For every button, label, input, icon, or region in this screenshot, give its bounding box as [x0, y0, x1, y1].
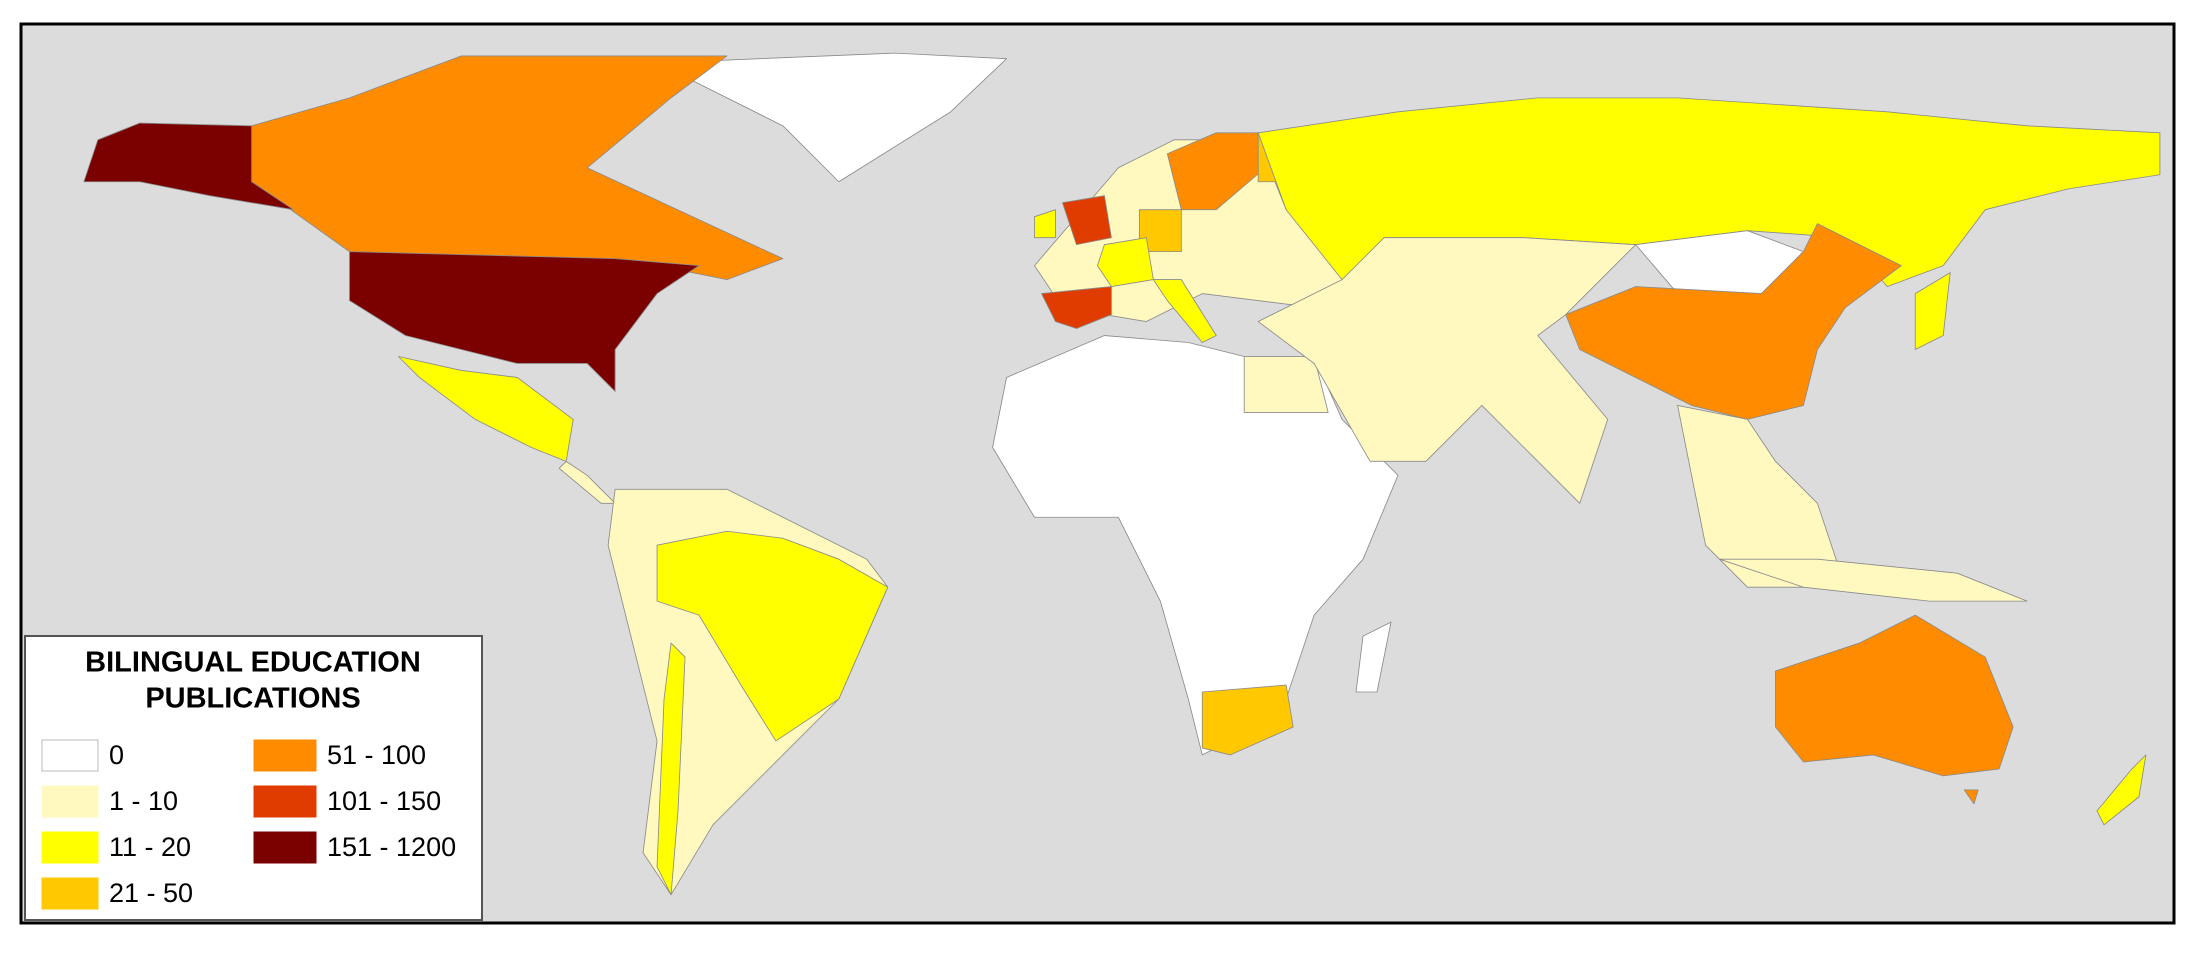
germany	[1138, 209, 1182, 253]
legend-label: 11 - 20	[109, 832, 191, 862]
japan	[1914, 272, 1951, 350]
egypt	[1243, 356, 1329, 413]
legend-label: 1 - 10	[109, 786, 178, 816]
legend-label: 21 - 50	[109, 878, 193, 908]
tasmania	[1963, 789, 1979, 805]
legend-label: 151 - 1200	[327, 832, 456, 862]
uk	[1062, 195, 1112, 246]
africa	[992, 335, 1399, 756]
new-zealand	[2096, 754, 2147, 826]
greenland	[656, 52, 1007, 183]
indonesia	[1719, 558, 2028, 602]
australia	[1775, 614, 2014, 777]
legend-swatch	[41, 785, 99, 818]
china	[1565, 223, 1902, 420]
ireland	[1034, 209, 1056, 239]
usa	[349, 251, 700, 392]
legend-swatch	[253, 739, 317, 772]
legend: BILINGUAL EDUCATION PUBLICATIONS 0 1 - 10 11…	[24, 635, 483, 921]
south-africa	[1201, 684, 1294, 756]
legend-title: PUBLICATIONS	[145, 683, 360, 715]
legend-swatch	[253, 785, 317, 818]
west-south-asia	[1257, 237, 1637, 504]
legend-label: 101 - 150	[327, 786, 441, 816]
alaska	[83, 122, 294, 211]
legend-swatch	[41, 739, 99, 772]
legend-title: BILINGUAL EDUCATION	[85, 647, 421, 679]
central-america	[558, 460, 616, 504]
chile	[656, 642, 686, 896]
legend-label: 0	[109, 740, 124, 770]
italy	[1152, 279, 1217, 343]
countries	[83, 52, 2161, 896]
madagascar	[1355, 621, 1392, 693]
legend-swatch	[41, 831, 99, 864]
legend-box	[24, 635, 483, 921]
brazil	[656, 530, 889, 742]
spain	[1041, 286, 1112, 329]
france	[1097, 237, 1154, 288]
legend-swatch	[253, 831, 317, 864]
legend-swatch	[41, 877, 99, 910]
legend-label: 51 - 100	[327, 740, 426, 770]
